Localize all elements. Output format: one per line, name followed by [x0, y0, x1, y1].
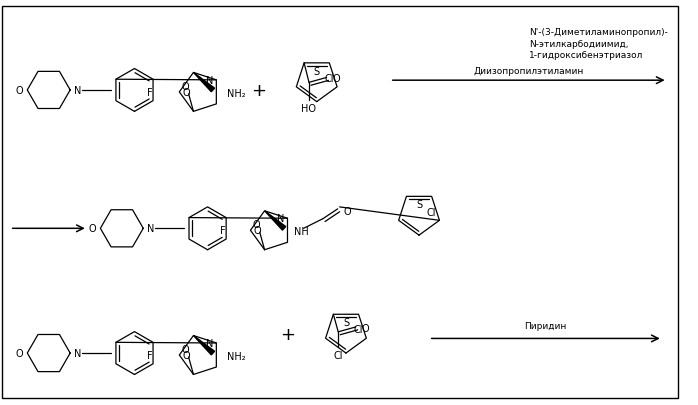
Text: O: O [332, 74, 340, 84]
Text: NH₂: NH₂ [227, 89, 245, 99]
Text: O: O [253, 226, 261, 236]
Text: 1-гидроксибенэтриазол: 1-гидроксибенэтриазол [529, 51, 644, 60]
Text: Диизопропилэтиламин: Диизопропилэтиламин [474, 67, 584, 76]
Text: O: O [362, 323, 369, 333]
Polygon shape [265, 211, 285, 230]
Text: N: N [74, 86, 82, 96]
Text: N: N [147, 224, 155, 234]
Text: Cl: Cl [354, 325, 363, 335]
Text: N: N [206, 76, 213, 85]
Text: Пиридин: Пиридин [525, 322, 567, 330]
Text: NH: NH [294, 227, 309, 237]
Polygon shape [193, 73, 214, 92]
Text: S: S [343, 317, 349, 327]
Text: O: O [182, 344, 189, 354]
Text: +: + [251, 82, 266, 100]
Text: O: O [182, 350, 190, 360]
Text: HO: HO [302, 103, 316, 113]
Text: Cl: Cl [427, 207, 436, 217]
Text: N: N [277, 214, 284, 224]
Text: F: F [147, 87, 153, 98]
Polygon shape [193, 336, 214, 355]
Text: NH₂: NH₂ [227, 351, 245, 361]
Text: O: O [182, 82, 189, 92]
Text: N: N [74, 348, 82, 358]
Text: O: O [182, 87, 190, 98]
Text: O: O [15, 348, 23, 358]
Text: S: S [416, 200, 422, 210]
Text: O: O [253, 220, 260, 230]
Text: O: O [15, 86, 23, 96]
Text: Cl: Cl [325, 74, 334, 84]
Text: F: F [147, 350, 153, 360]
Text: +: + [280, 325, 295, 343]
Text: O: O [89, 224, 96, 234]
Text: F: F [221, 226, 226, 236]
Text: Cl: Cl [334, 350, 343, 360]
Text: N: N [206, 338, 213, 348]
Text: S: S [313, 66, 320, 77]
Text: O: O [343, 206, 351, 216]
Text: N'-(3-Диметиламинопропил)-: N'-(3-Диметиламинопропил)- [529, 28, 668, 37]
Text: N-этилкарбодиимид,: N-этилкарбодиимид, [529, 40, 629, 49]
